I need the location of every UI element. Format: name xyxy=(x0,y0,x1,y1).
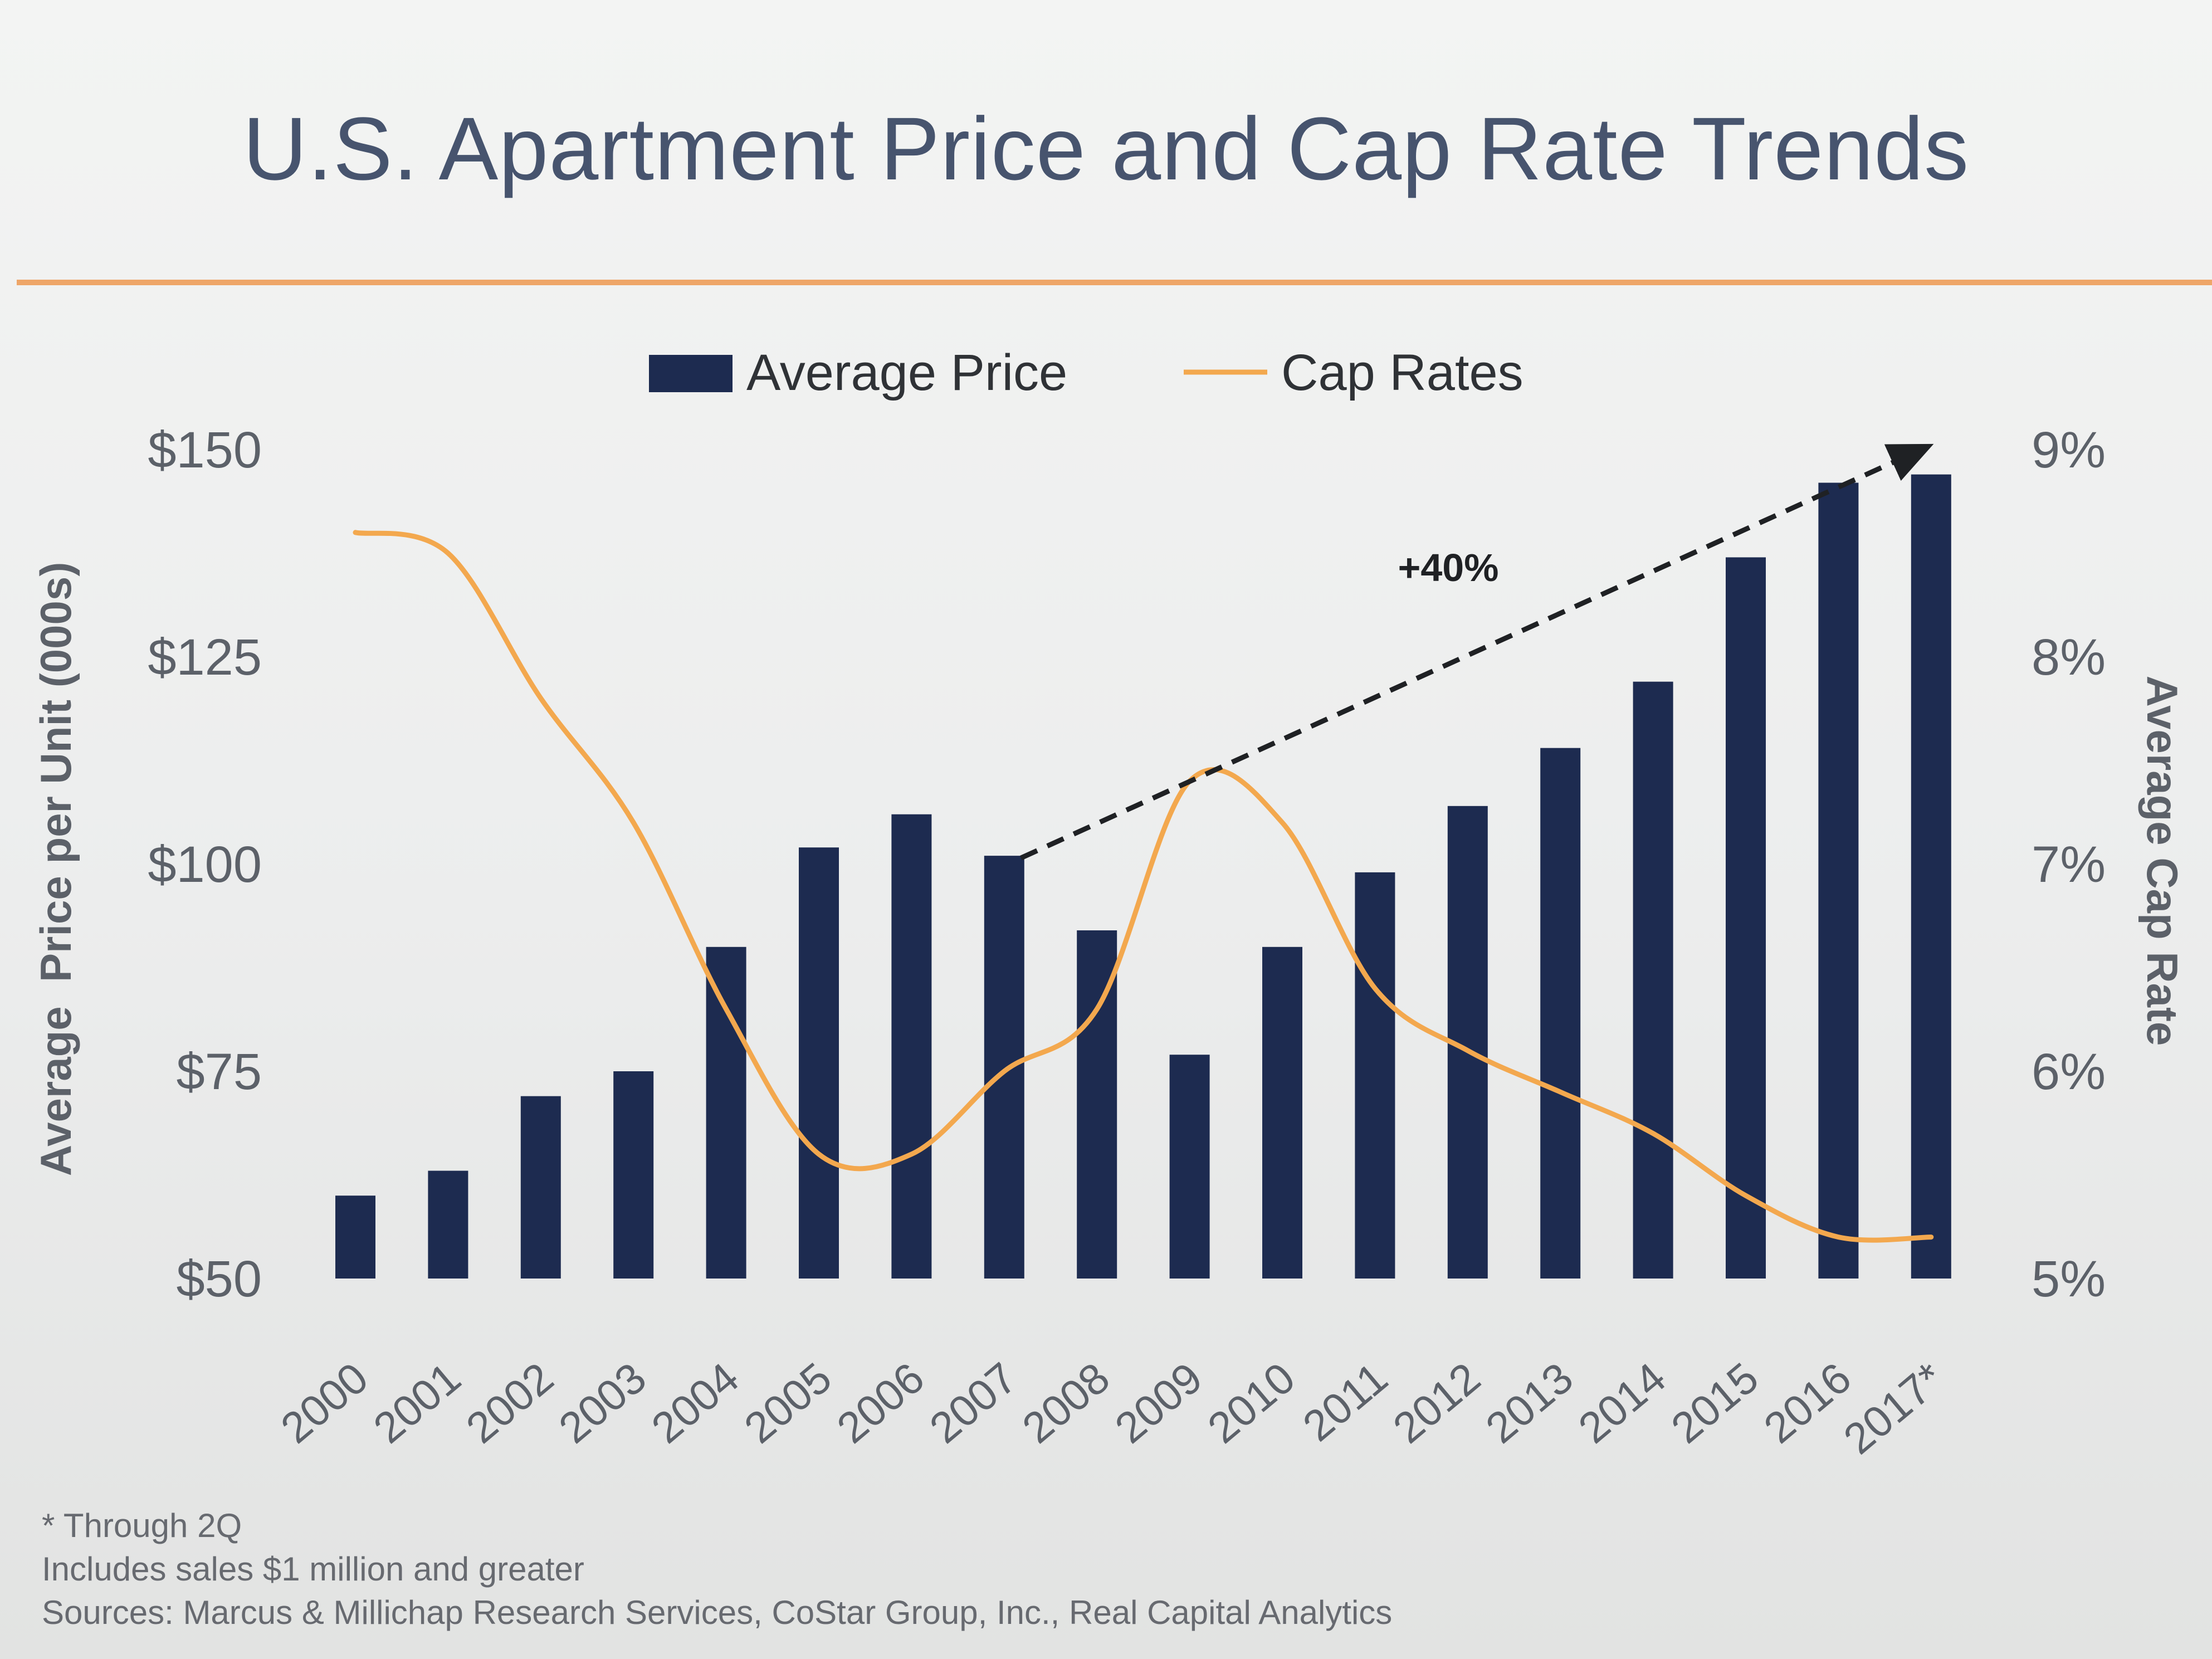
y-left-axis-title: Average Price per Unit (000s) xyxy=(31,562,80,1177)
legend-label-cap-rates: Cap Rates xyxy=(1281,344,1524,401)
y-left-tick-100: $100 xyxy=(148,836,262,893)
y-right-tick-7: 7% xyxy=(2032,836,2106,893)
footnote-includes: Includes sales $1 million and greater xyxy=(42,1550,584,1588)
bar-2014 xyxy=(1633,681,1673,1279)
x-tick-2013: 2013 xyxy=(1477,1353,1582,1453)
bar-2009 xyxy=(1169,1055,1210,1279)
x-tick-2000: 2000 xyxy=(271,1353,377,1453)
footnotes: * Through 2Q Includes sales $1 million a… xyxy=(42,1504,1392,1634)
y-left-tick-50: $50 xyxy=(177,1251,262,1307)
x-tick-2012: 2012 xyxy=(1384,1353,1489,1453)
x-tick-2015: 2015 xyxy=(1662,1353,1767,1453)
bar-2015 xyxy=(1726,557,1766,1279)
x-tick-2005: 2005 xyxy=(735,1353,840,1453)
x-tick-2008: 2008 xyxy=(1013,1353,1119,1453)
legend-label-average-price: Average Price xyxy=(746,344,1067,401)
bar-2010 xyxy=(1262,946,1302,1279)
page-title: U.S. Apartment Price and Cap Rate Trends xyxy=(242,99,1970,198)
legend-swatch-average-price xyxy=(649,355,733,392)
bar-2005 xyxy=(799,847,839,1279)
x-tick-2014: 2014 xyxy=(1569,1353,1674,1453)
bar-2017 xyxy=(1911,474,1951,1279)
y-right-tick-5: 5% xyxy=(2032,1251,2106,1307)
x-tick-2007: 2007 xyxy=(920,1353,1026,1453)
y-right-tick-6: 6% xyxy=(2032,1043,2106,1100)
bar-2001 xyxy=(428,1170,468,1279)
y-left-tick-150: $150 xyxy=(148,422,262,479)
y-right-tick-8: 8% xyxy=(2032,629,2106,686)
x-tick-2010: 2010 xyxy=(1198,1353,1303,1453)
y-left-tick-75: $75 xyxy=(177,1043,262,1100)
bar-2006 xyxy=(891,814,932,1279)
bar-2011 xyxy=(1355,872,1395,1279)
bar-2007 xyxy=(984,856,1024,1279)
y-right-tick-9: 9% xyxy=(2032,422,2106,479)
x-tick-2011: 2011 xyxy=(1293,1353,1396,1451)
x-tick-2017: 2017* xyxy=(1834,1353,1953,1463)
x-tick-2001: 2001 xyxy=(364,1353,470,1453)
bar-2013 xyxy=(1540,748,1581,1279)
bar-2004 xyxy=(706,946,746,1279)
trend-arrow xyxy=(1019,443,1934,861)
cap-rate-line xyxy=(353,530,1934,1243)
x-tick-2009: 2009 xyxy=(1106,1353,1211,1453)
annotation-label: +40% xyxy=(1398,546,1499,589)
bar-2016 xyxy=(1818,482,1859,1279)
footnote-through: * Through 2Q xyxy=(42,1507,242,1544)
bar-2002 xyxy=(520,1096,561,1279)
legend: Average Price Cap Rates xyxy=(649,344,1524,401)
title-divider xyxy=(17,280,2212,285)
bar-2000 xyxy=(335,1196,375,1279)
y-left-tick-125: $125 xyxy=(148,629,262,686)
x-tick-2004: 2004 xyxy=(642,1353,748,1453)
x-tick-2003: 2003 xyxy=(550,1353,655,1453)
footnote-sources: Sources: Marcus & Millichap Research Ser… xyxy=(42,1594,1393,1631)
x-tick-2006: 2006 xyxy=(828,1353,933,1453)
bar-2003 xyxy=(613,1071,654,1279)
y-right-axis-title: Average Cap Rate xyxy=(2138,676,2187,1046)
x-tick-2002: 2002 xyxy=(457,1353,562,1453)
